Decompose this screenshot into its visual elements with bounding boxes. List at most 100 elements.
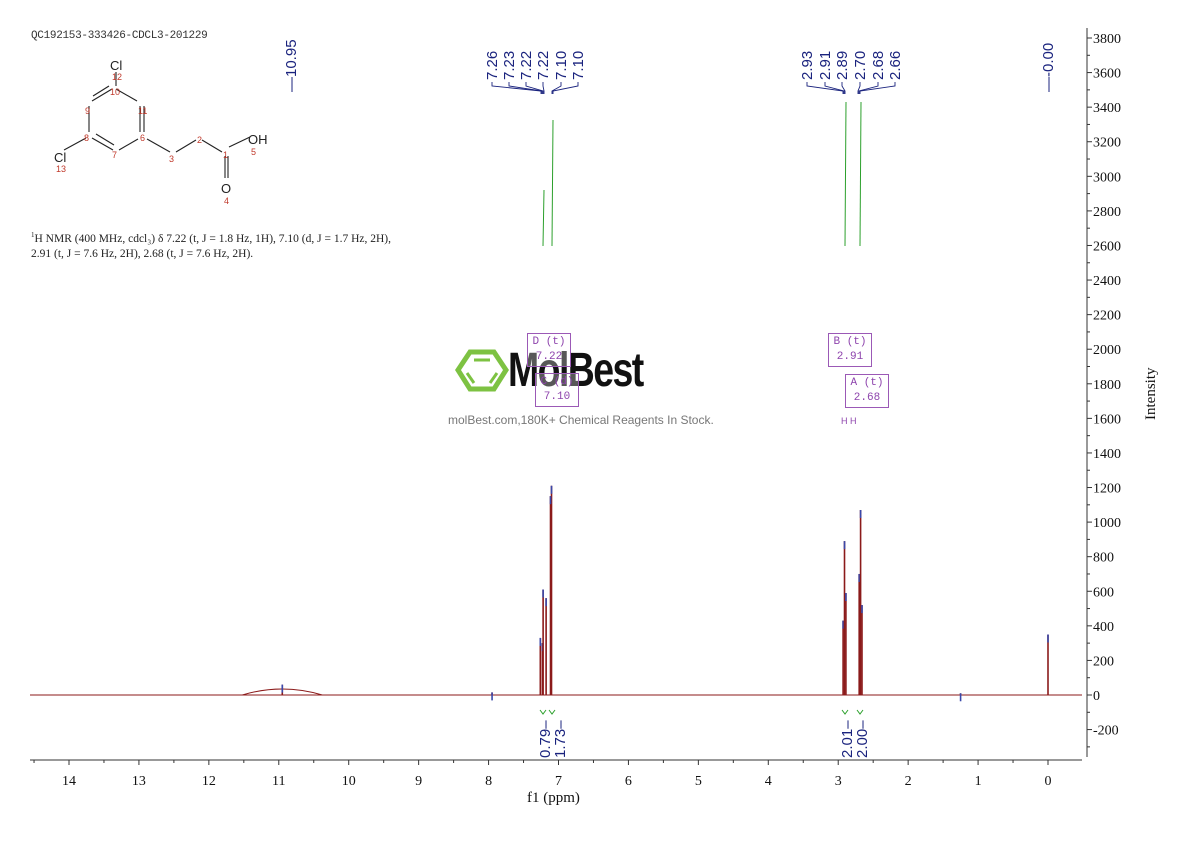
peak-shift-label: 7.10 xyxy=(570,51,587,80)
molbest-logo-icon xyxy=(455,349,509,392)
y-tick-label: 2600 xyxy=(1093,239,1121,254)
peak-shift-label: 2.70 xyxy=(852,51,869,80)
x-tick-label: 1 xyxy=(975,774,982,789)
y-tick-label: 1400 xyxy=(1093,447,1121,462)
y-tick-label: 1800 xyxy=(1093,378,1121,393)
x-tick-label: 8 xyxy=(485,774,492,789)
multiplet-a-header: A (t) xyxy=(850,377,884,389)
integral-value: 2.00– xyxy=(854,720,871,758)
atom-o: O xyxy=(221,181,231,196)
peak-shift-label: 7.22 xyxy=(535,51,552,80)
x-tick-label: 12 xyxy=(202,774,216,789)
y-tick-label: 400 xyxy=(1093,620,1114,635)
y-tick-label: 3200 xyxy=(1093,136,1121,151)
y-tick-label: -200 xyxy=(1093,724,1119,739)
peak-shift-label: 7.26 xyxy=(484,51,501,80)
x-tick-label: 7 xyxy=(555,774,562,789)
multiplet-c-shift: 7.10 xyxy=(543,391,571,403)
x-tick-label: 11 xyxy=(272,774,285,789)
integral-value: 0.79– xyxy=(537,720,554,758)
x-axis: 14 13 12 11 10 9 8 7 6 5 4 3 2 1 0 xyxy=(30,759,1082,789)
multiplet-d-header: D (t) xyxy=(532,336,566,348)
y-tick-label: 3600 xyxy=(1093,67,1121,82)
nmr-description-text: H NMR (400 MHz, cdcl₃) δ 7.22 (t, J = 1.… xyxy=(31,232,391,260)
svg-text:11: 11 xyxy=(138,106,147,116)
peak-shift-label: —-0.00 xyxy=(1040,43,1057,92)
x-tick-label: 3 xyxy=(835,774,842,789)
peak-shift-label: 7.10 xyxy=(553,51,570,80)
x-tick-label: 4 xyxy=(765,774,772,789)
multiplet-d-shift: 7.22 xyxy=(535,351,563,363)
integral-labels: 0.79–1.73– 2.01–2.00– H H xyxy=(537,416,871,758)
x-tick-label: 2 xyxy=(905,774,912,789)
x-tick-label: 10 xyxy=(342,774,356,789)
svg-text:10: 10 xyxy=(110,87,120,97)
atom-cl-12: Cl xyxy=(110,58,122,73)
peak-shift-label: 2.91 xyxy=(817,51,834,80)
watermark-tagline: molBest.com,180K+ Chemical Reagents In S… xyxy=(448,413,714,427)
peak-shift-label: 2.68 xyxy=(870,51,887,80)
multiplet-box-c: C (d) 7.10 xyxy=(535,373,579,407)
peak-shift-label: 7.22 xyxy=(518,51,535,80)
multiplet-box-b: B (t) 2.91 xyxy=(828,333,872,367)
multiplet-c-header: C (d) xyxy=(540,376,574,388)
multiplet-a-shift: 2.68 xyxy=(853,392,881,404)
x-tick-label: 14 xyxy=(62,774,76,789)
peak-shift-label: 2.66 xyxy=(887,51,904,80)
chemical-structure xyxy=(63,72,251,178)
svg-text:7: 7 xyxy=(112,150,117,160)
atom-num-4: 4 xyxy=(224,196,229,206)
svg-text:1: 1 xyxy=(223,150,228,160)
integral-value: 2.01– xyxy=(839,720,856,758)
x-axis-title: f1 (ppm) xyxy=(527,790,580,806)
x-tick-label: 6 xyxy=(625,774,632,789)
y-tick-label: 3800 xyxy=(1093,32,1121,47)
h-marker: H H xyxy=(841,416,857,426)
peak-labels: —10.95 —-0.007.26 7.23 7.22 7.22 7.10 7.10 2.93… xyxy=(283,39,1057,94)
y-tick-label: 0 xyxy=(1093,689,1100,704)
watermark-brand: MolBest xyxy=(508,344,644,397)
svg-text:2: 2 xyxy=(197,135,202,145)
svg-text:3: 3 xyxy=(169,154,174,164)
y-axis: -200 0 200 400 600 800 1000 1200 1400 1600 1800 200… xyxy=(1086,28,1121,757)
y-tick-label: 200 xyxy=(1093,654,1114,669)
multiplet-box-a: A (t) 2.68 xyxy=(845,374,889,408)
integral-value: 1.73– xyxy=(552,720,569,758)
peak-shift-label: —10.95 xyxy=(283,39,300,92)
integral-curves xyxy=(542,101,862,247)
structure-labels: Cl 12 10 9 11 8 6 7 3 2 1 Cl 13 OH 5 O 4 xyxy=(54,58,268,206)
y-tick-label: 3400 xyxy=(1093,101,1121,116)
y-tick-label: 1200 xyxy=(1093,482,1121,497)
multiplet-b-header: B (t) xyxy=(833,336,867,348)
peak-shift-label: 2.89 xyxy=(834,51,851,80)
y-tick-label: 2800 xyxy=(1093,205,1121,220)
y-tick-label: 600 xyxy=(1093,585,1114,600)
multiplet-b-shift: 2.91 xyxy=(836,351,864,363)
atom-num-5: 5 xyxy=(251,147,256,157)
y-axis-title: Intensity xyxy=(1143,367,1159,421)
peak-shift-label: 7.23 xyxy=(501,51,518,80)
y-tick-label: 2000 xyxy=(1093,343,1121,358)
svg-text:8: 8 xyxy=(84,133,89,143)
sample-id: QC192153-333426-CDCL3-201229 xyxy=(31,30,208,42)
svg-text:9: 9 xyxy=(85,106,90,116)
multiplet-box-d: D (t) 7.22 xyxy=(527,333,571,367)
x-tick-label: 13 xyxy=(132,774,146,789)
y-tick-label: 3000 xyxy=(1093,170,1121,185)
nmr-description: 1H NMR (400 MHz, cdcl₃) δ 7.22 (t, J = 1… xyxy=(31,228,401,262)
y-tick-label: 2400 xyxy=(1093,274,1121,289)
atom-cl-13: Cl xyxy=(54,150,66,165)
spectrum-trace xyxy=(30,485,1082,702)
atom-num-13: 13 xyxy=(56,164,66,174)
atom-oh: OH xyxy=(248,132,268,147)
x-tick-label: 0 xyxy=(1045,774,1052,789)
svg-text:6: 6 xyxy=(140,133,145,143)
x-tick-label: 5 xyxy=(695,774,702,789)
y-tick-label: 800 xyxy=(1093,551,1114,566)
atom-num-12: 12 xyxy=(112,72,122,82)
peak-shift-label: 2.93 xyxy=(799,51,816,80)
x-tick-label: 9 xyxy=(415,774,422,789)
y-tick-label: 2200 xyxy=(1093,309,1121,324)
y-tick-label: 1600 xyxy=(1093,412,1121,427)
